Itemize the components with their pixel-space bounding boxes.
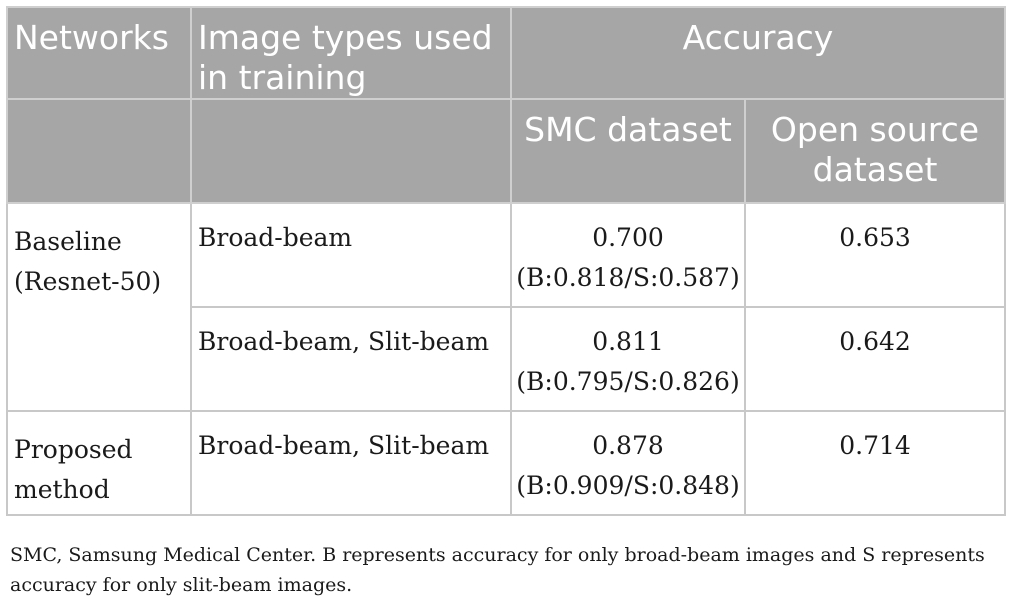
table-row: Proposed method Broad-beam, Slit-beam 0.… [6, 410, 1007, 516]
network-cell-baseline: Baseline (Resnet-50) [6, 202, 192, 412]
header-networks: Networks [6, 6, 192, 100]
header-open-source-dataset: Open source dataset [743, 98, 1007, 204]
header-row-1: Networks Image types used in training Ac… [6, 6, 1007, 100]
image-types-cell: Broad-beam, Slit-beam [190, 410, 512, 516]
header-smc-dataset: SMC dataset [510, 98, 746, 204]
smc-accuracy-value: 0.700 [592, 223, 664, 252]
header-row-2: SMC dataset Open source dataset [6, 98, 1007, 204]
table-row: Broad-beam, Slit-beam 0.811 (B:0.795/S:0… [7, 306, 1007, 412]
smc-accuracy-detail: (B:0.818/S:0.587) [516, 263, 740, 292]
smc-accuracy-value: 0.878 [592, 431, 664, 460]
header-accuracy: Accuracy [509, 6, 1007, 100]
smc-accuracy-value: 0.811 [592, 327, 664, 356]
image-types-cell: Broad-beam [190, 202, 512, 308]
header-empty-image-types [190, 98, 512, 204]
open-source-accuracy-cell: 0.642 [743, 306, 1007, 412]
accuracy-table: Networks Image types used in training Ac… [6, 6, 1007, 516]
smc-accuracy-cell: 0.811 (B:0.795/S:0.826) [510, 306, 746, 412]
smc-accuracy-detail: (B:0.795/S:0.826) [516, 367, 740, 396]
open-source-accuracy-cell: 0.714 [743, 410, 1007, 516]
smc-accuracy-detail: (B:0.909/S:0.848) [516, 471, 740, 500]
header-image-types: Image types used in training [190, 6, 512, 100]
smc-accuracy-cell: 0.878 (B:0.909/S:0.848) [510, 410, 746, 516]
smc-accuracy-cell: 0.700 (B:0.818/S:0.587) [510, 202, 746, 308]
results-table-container: Networks Image types used in training Ac… [6, 6, 1007, 516]
image-types-cell: Broad-beam, Slit-beam [190, 306, 512, 412]
open-source-accuracy-cell: 0.653 [743, 202, 1007, 308]
table-footnote: SMC, Samsung Medical Center. B represent… [10, 544, 985, 596]
network-cell-proposed: Proposed method [6, 410, 192, 516]
table-row: Baseline (Resnet-50) Broad-beam 0.700 (B… [6, 202, 1007, 412]
header-empty-networks [6, 98, 192, 204]
